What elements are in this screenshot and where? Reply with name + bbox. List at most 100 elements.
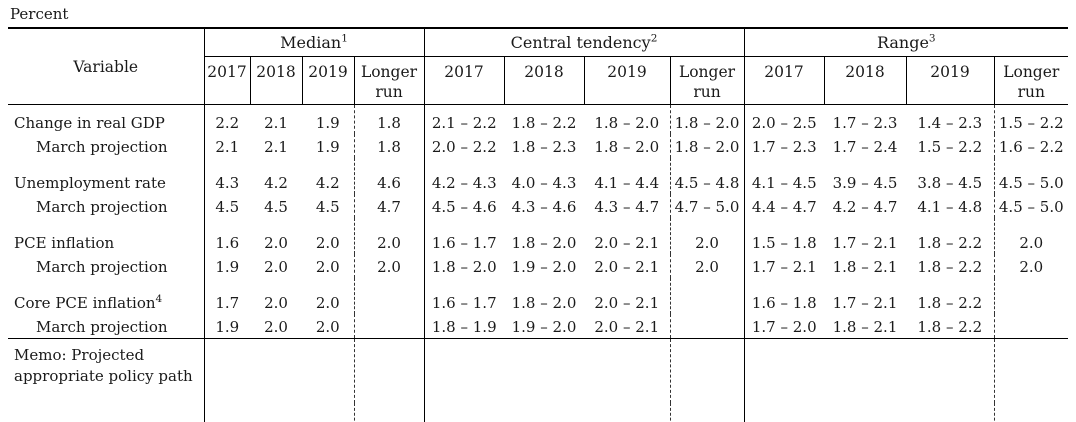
cell: 3.0: [353, 403, 424, 422]
footnote-marker: 2: [650, 32, 658, 45]
cell: [353, 338, 424, 403]
group-header-range: Range3: [743, 28, 1069, 57]
cell: 2.0: [315, 318, 340, 336]
row-label-text: Federal funds rate: [14, 420, 155, 422]
cell: 2.0: [669, 254, 744, 278]
cell: 1.6 – 1.8: [743, 278, 824, 314]
table-row: Federal funds rate1.42.12.93.01.1 – 1.61…: [8, 403, 1069, 422]
cell: [993, 278, 1069, 314]
cell: 2.0: [264, 258, 288, 276]
cell: 1.8 – 2.3: [511, 138, 577, 156]
group-label: Central tendency: [510, 33, 651, 52]
row-label: March projection: [8, 134, 204, 158]
cell: 2.0: [353, 218, 424, 254]
column-header-longer-run: Longer run: [993, 56, 1069, 105]
cell: 1.9: [203, 254, 250, 278]
cell: 1.6: [203, 218, 250, 254]
row-label-text: Unemployment rate: [14, 174, 166, 192]
cell: [302, 338, 354, 403]
cell: 1.8 – 2.2: [917, 318, 983, 336]
cell: [993, 314, 1069, 339]
cell: 2.2: [203, 104, 250, 134]
row-label: Federal funds rate: [8, 403, 204, 422]
cell: 2.5 – 3.5: [993, 403, 1069, 422]
cell: 2.1: [264, 138, 288, 156]
row-label-text: Memo: Projected appropriate policy path: [14, 346, 193, 385]
cell: 4.2: [264, 174, 288, 192]
row-label-text: March projection: [36, 318, 168, 336]
cell: [993, 338, 1069, 403]
footnote-marker: 4: [155, 293, 163, 305]
cell: 4.5 – 5.0: [993, 194, 1069, 218]
cell: 1.7 – 2.1: [832, 294, 898, 312]
cell: 4.3 – 4.7: [594, 198, 660, 216]
cell: 1.7 – 2.1: [832, 234, 898, 252]
cell: [250, 338, 302, 403]
row-label-text: Core PCE inflation: [14, 294, 156, 312]
cell: 4.5: [315, 198, 340, 216]
cell: 2.6 – 3.1: [584, 403, 670, 422]
cell: 1.9 – 2.0: [511, 258, 577, 276]
cell: 1.9 – 2.0: [511, 318, 577, 336]
column-header-2019: 2019: [301, 56, 354, 105]
cell: 2.8 – 3.0: [669, 403, 744, 422]
cell: [824, 338, 906, 403]
cell: 2.0: [315, 234, 340, 252]
row-label-text: March projection: [36, 198, 168, 216]
cell: 1.9: [203, 314, 250, 339]
cell: 2.0 – 2.2: [423, 134, 504, 158]
group-header-row: Variable Median1 Central tendency2 Range…: [8, 28, 1069, 105]
cell: [669, 338, 744, 403]
footnote-marker: 1: [341, 32, 348, 45]
cell: 1.7 – 2.3: [743, 134, 824, 158]
cell: 4.5: [264, 198, 288, 216]
cell: 1.8 – 1.9: [423, 314, 504, 339]
row-label: March projection: [8, 254, 204, 278]
cell: 4.2 – 4.7: [832, 198, 898, 216]
row-label-text: March projection: [36, 258, 168, 276]
cell: [906, 338, 994, 403]
cell: 1.8 – 2.1: [832, 258, 898, 276]
cell: 2.0: [993, 254, 1069, 278]
cell: 2.0: [315, 294, 340, 312]
cell: 2.0: [264, 234, 288, 252]
table-row: Unemployment rate 4.3 4.2 4.2 4.6 4.2 – 4.3 4.…: [8, 158, 1069, 194]
variable-column-header: Variable: [8, 28, 204, 105]
cell: 3.9 – 4.5: [832, 174, 898, 192]
cell: 1.8: [353, 104, 424, 134]
column-header-2017: 2017: [203, 56, 250, 105]
year-header-row: 2017 2018 2019 Longer run 2017 2018 2019 Longer…: [8, 56, 1069, 105]
cell: 1.1 – 1.6: [423, 403, 504, 422]
table-row: March projection 4.5 4.5 4.5 4.7 4.5 – 4.6 4.3…: [8, 194, 1069, 218]
cell: 1.9 – 2.6: [504, 403, 584, 422]
cell: [584, 338, 670, 403]
cell: 4.3: [203, 158, 250, 194]
cell: 1.7 – 2.1: [743, 254, 824, 278]
cell: 2.0: [353, 254, 424, 278]
table-row: March projection 2.1 2.1 1.9 1.8 2.0 – 2.2 1.8…: [8, 134, 1069, 158]
projections-table: Variable Median1 Central tendency2 Range…: [8, 27, 1069, 422]
cell: 2.0: [264, 318, 288, 336]
column-header-2019: 2019: [905, 56, 994, 105]
cell: 1.8 – 2.0: [669, 104, 744, 134]
cell: 1.8 – 2.0: [594, 114, 660, 132]
column-header-2018: 2018: [823, 56, 906, 105]
cell: 1.1 – 4.1: [906, 403, 994, 422]
cell: 4.3 – 4.6: [511, 198, 577, 216]
cell: 2.1: [250, 403, 302, 422]
cell: 1.9: [315, 114, 340, 132]
cell: [423, 338, 504, 403]
table-row: PCE inflation 1.6 2.0 2.0 2.0 1.6 – 1.7 1.8 – …: [8, 218, 1069, 254]
column-header-2017: 2017: [423, 56, 504, 105]
cell: 2.0: [315, 258, 340, 276]
group-header-central-tendency: Central tendency2: [423, 28, 744, 57]
cell: [504, 338, 584, 403]
cell: 2.1: [203, 134, 250, 158]
cell: 1.8 – 2.2: [917, 294, 983, 312]
cell: 1.7 – 2.0: [743, 314, 824, 339]
cell: 2.1: [264, 114, 288, 132]
cell: 2.0 – 2.1: [594, 294, 660, 312]
cell: 4.7: [353, 194, 424, 218]
cell: [353, 314, 424, 339]
